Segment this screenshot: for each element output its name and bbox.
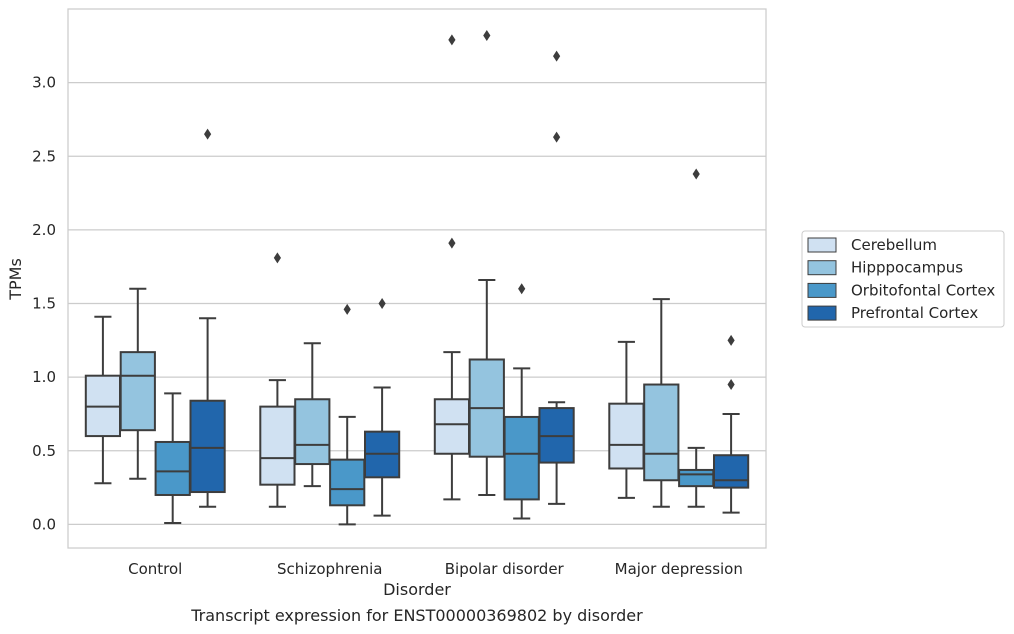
outlier-point — [553, 50, 561, 62]
box-hipppocampus — [468, 30, 505, 496]
box-iqr — [189, 399, 226, 494]
legend-label: Prefrontal Cortex — [851, 304, 978, 322]
box-iqr — [643, 383, 680, 482]
outlier-point — [692, 168, 700, 180]
legend-swatch — [807, 237, 837, 253]
box-orbitofontal-cortex — [329, 303, 366, 526]
box-prefrontal-cortex — [712, 334, 750, 514]
legend-label: Cerebellum — [851, 236, 937, 254]
legend-swatch — [807, 260, 837, 276]
box-iqr — [154, 440, 191, 496]
legend-swatch — [807, 282, 837, 298]
box-orbitofontal-cortex — [503, 283, 540, 520]
box-iqr — [329, 458, 366, 507]
x-axis-label: Disorder — [383, 580, 451, 599]
box-hipppocampus — [294, 342, 331, 488]
box-prefrontal-cortex — [189, 128, 226, 508]
legend-label: Hipppocampus — [851, 259, 963, 277]
outlier-point — [727, 334, 735, 346]
y-tick-label: 0.0 — [32, 515, 56, 533]
y-tick-label: 1.5 — [32, 295, 56, 313]
box-cerebellum — [608, 340, 645, 499]
box-iqr — [608, 402, 645, 470]
outlier-point — [273, 252, 281, 264]
box-orbitofontal-cortex — [154, 392, 191, 524]
y-tick-labels: 0.0 0.5 1.0 1.5 2.0 2.5 3.0 — [32, 74, 56, 534]
figure-caption: Transcript expression for ENST0000036980… — [190, 606, 643, 625]
box-iqr — [119, 351, 156, 432]
y-tick-label: 3.0 — [32, 74, 56, 92]
legend-swatch — [807, 305, 837, 321]
box-iqr — [503, 415, 540, 501]
legend-frame — [801, 230, 1005, 328]
y-tick-label: 1.0 — [32, 368, 56, 386]
plot-frame — [67, 8, 767, 549]
x-tick-label: Schizophrenia — [277, 560, 382, 578]
box-cerebellum — [259, 252, 296, 508]
box-hipppocampus — [643, 298, 680, 508]
outlier-point — [518, 283, 526, 295]
outlier-point — [343, 303, 351, 315]
box-prefrontal-cortex — [538, 50, 575, 505]
outlier-point — [378, 298, 386, 310]
box-orbitofontal-cortex — [678, 168, 715, 508]
box-iqr — [259, 405, 296, 486]
box-hipppocampus — [119, 287, 156, 480]
outlier-point — [448, 34, 456, 46]
box-iqr — [433, 398, 471, 455]
x-tick-label: Bipolar disorder — [445, 560, 565, 578]
y-axis-label: TPMs — [6, 258, 25, 301]
y-tick-label: 0.5 — [32, 442, 56, 460]
box-iqr — [678, 468, 715, 488]
box-prefrontal-cortex — [363, 298, 401, 517]
y-tick-label: 2.0 — [32, 221, 56, 239]
box-iqr — [712, 454, 750, 489]
boxes — [84, 30, 750, 526]
y-tick-label: 2.5 — [32, 147, 56, 165]
x-tick-labels: Control Schizophrenia Bipolar disorder Majo… — [128, 560, 743, 578]
outlier-point — [204, 128, 212, 140]
outlier-point — [727, 379, 735, 391]
outlier-point — [483, 30, 491, 42]
box-iqr — [294, 398, 331, 466]
outlier-point — [448, 237, 456, 249]
legend-label: Orbitofontal Cortex — [851, 281, 995, 299]
legend: Cerebellum Hipppocampus Orbitofontal Corte… — [801, 230, 1005, 328]
outlier-point — [553, 131, 561, 143]
x-tick-label: Control — [128, 560, 182, 578]
x-tick-label: Major depression — [615, 560, 743, 578]
